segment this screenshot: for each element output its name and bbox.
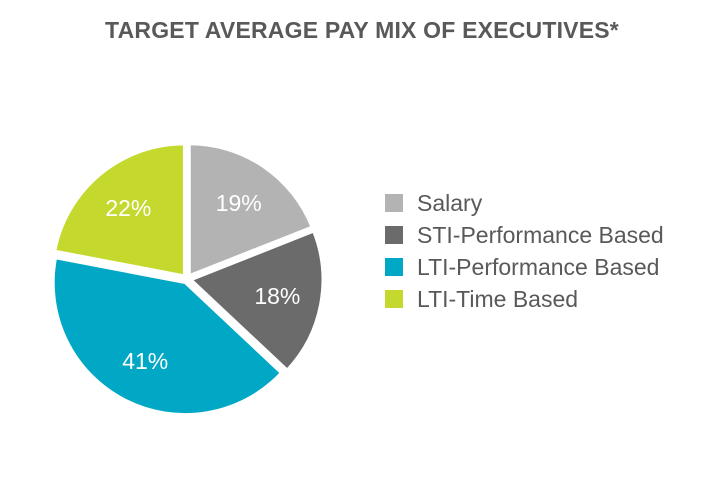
legend-swatch bbox=[385, 290, 403, 308]
pie-slice-2 bbox=[188, 229, 325, 373]
pie-slice-3 bbox=[51, 256, 284, 417]
legend-label: Salary bbox=[417, 189, 483, 216]
pie-slice-1 bbox=[187, 142, 314, 278]
legend-item-2: STI-Performance Based bbox=[385, 219, 664, 251]
pie-slice-4 bbox=[53, 142, 186, 278]
slice-value-label-4: 22% bbox=[105, 195, 151, 221]
legend-item-1: Salary bbox=[385, 187, 664, 219]
slice-value-label-2: 18% bbox=[254, 283, 300, 309]
legend-label: LTI-Performance Based bbox=[417, 253, 660, 280]
legend-swatch bbox=[385, 194, 403, 212]
legend-label: LTI-Time Based bbox=[417, 285, 579, 312]
legend-item-4: LTI-Time Based bbox=[385, 283, 664, 315]
pie-chart: 19% 18% 41% 22% bbox=[51, 142, 325, 417]
chart-title: TARGET AVERAGE PAY MIX OF EXECUTIVES* bbox=[105, 17, 619, 43]
legend-swatch bbox=[385, 226, 403, 244]
legend-label: STI-Performance Based bbox=[417, 221, 664, 248]
chart-legend: Salary STI-Performance Based LTI-Performan… bbox=[385, 187, 664, 315]
slice-value-label-1: 19% bbox=[216, 190, 262, 216]
legend-swatch bbox=[385, 258, 403, 276]
slice-value-label-3: 41% bbox=[122, 348, 168, 374]
legend-item-3: LTI-Performance Based bbox=[385, 251, 664, 283]
